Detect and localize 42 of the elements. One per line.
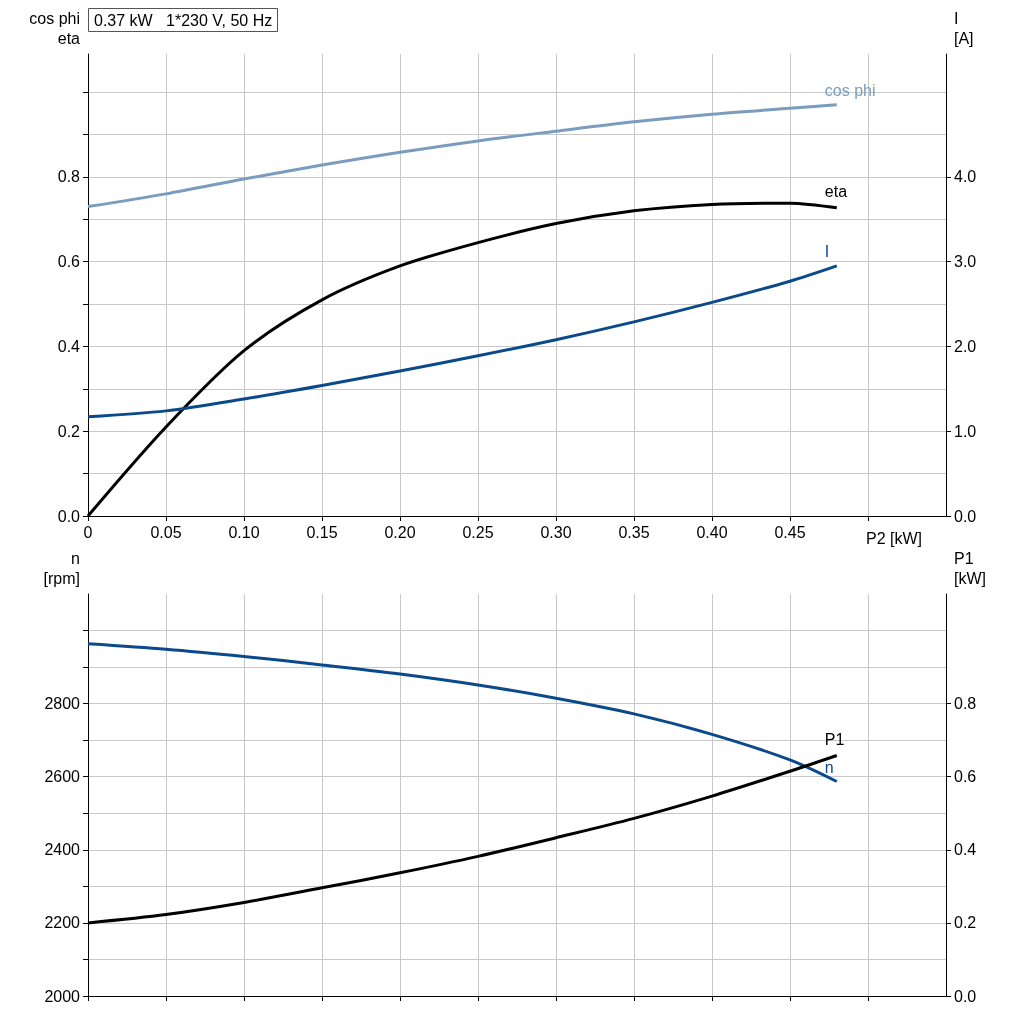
x-tick-label: 0.10 [228,523,260,541]
x-tick-label: 0.45 [774,523,806,541]
y2-tick-label: 0.2 [954,914,977,932]
y2-tick-label: 0.0 [954,507,977,525]
x-axis-title: P2 [kW] [866,529,923,547]
y2-tick-label: 2.0 [954,337,977,355]
x-tick-label: 0.35 [618,523,650,541]
y-tick-label: 2400 [44,841,81,859]
y2-tick-label: 3.0 [954,253,977,271]
x-tick-label: 0.20 [384,523,416,541]
line-series [86,264,839,419]
y-axis-title: cos phi eta [29,9,81,47]
x-tick-label: 0.15 [306,523,338,541]
chart-title: 0.37 kW 1*230 V, 50 Hz [94,11,273,29]
series-label: P1 [824,731,845,749]
y-tick-label: 2000 [44,987,81,1005]
x-tick-label: 0.30 [540,523,572,541]
series-label: I [824,243,830,261]
x-tick-label: 0.25 [462,523,494,541]
y2-tick-label: 0.4 [954,841,977,859]
series-label: cos phi [824,82,876,100]
y-tick-label: 0.6 [57,253,81,271]
series-label: n [824,758,834,776]
y2-axis-title: P1 [kW] [954,549,986,587]
x-tick-label: 0.40 [696,523,728,541]
x-tick-label: 0.05 [150,523,182,541]
y-tick-label: 0.0 [57,507,81,525]
y-tick-label: 2800 [44,695,81,713]
y-axis-title: n [rpm] [43,549,80,587]
y2-tick-label: 4.0 [954,168,977,186]
y2-axis-title: I [A] [954,9,974,47]
series-label: eta [824,183,848,201]
y-tick-label: 0.4 [57,337,81,355]
y-tick-label: 0.2 [57,422,81,440]
y2-tick-label: 0.8 [954,695,977,713]
y-tick-label: 2200 [44,914,81,932]
y2-tick-label: 0.0 [954,987,977,1005]
y-tick-label: 2600 [44,768,81,786]
y2-tick-label: 1.0 [954,422,977,440]
y2-tick-label: 0.6 [954,768,977,786]
y-tick-label: 0.8 [57,168,81,186]
x-tick-label: 0 [83,523,93,541]
